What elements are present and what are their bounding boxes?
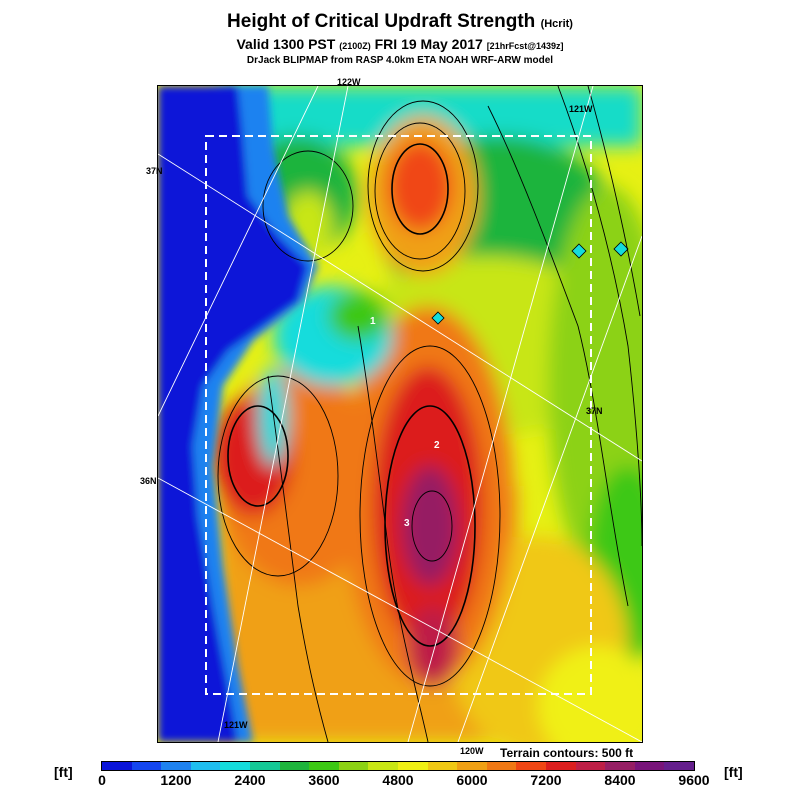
map-panel: 1 2 3 — [157, 85, 643, 743]
colorbar-tick-label: 2400 — [234, 772, 266, 788]
title-text: Height of Critical Updraft Strength — [227, 11, 536, 32]
station-marker-icon — [613, 241, 629, 257]
map-field: 1 2 3 — [158, 86, 642, 742]
colorbar-swatch — [457, 762, 487, 770]
colorbar-tick-label: 6000 — [456, 772, 488, 788]
colorbar-swatch — [486, 762, 517, 770]
lon-label-121w-bottom: 121W — [224, 720, 248, 730]
domain-box — [205, 135, 592, 695]
lon-label-120w: 120W — [460, 746, 484, 756]
colorbar-swatch — [397, 762, 428, 770]
terrain-note: Terrain contours: 500 ft — [500, 746, 634, 760]
colorbar-swatch — [427, 762, 458, 770]
colorbar-tick-label: 9600 — [678, 772, 710, 788]
lat-label-37n-right: 37N — [586, 406, 603, 416]
model-credit: DrJack BLIPMAP from RASP 4.0km ETA NOAH … — [246, 55, 554, 66]
colorbar-swatch — [220, 762, 250, 770]
colorbar — [101, 761, 695, 771]
valid-date: FRI 19 May 2017 — [374, 36, 483, 52]
colorbar-swatch — [338, 762, 369, 770]
colorbar-tick-label: 1200 — [160, 772, 192, 788]
valid-text: Valid 1300 PST — [236, 36, 336, 52]
site-label-3: 3 — [404, 518, 410, 529]
lon-label-121w-top: 121W — [569, 104, 593, 114]
lat-label-36n: 36N — [140, 476, 157, 486]
colorbar-tick-label: 8400 — [604, 772, 636, 788]
colorbar-tick-label: 4800 — [382, 772, 414, 788]
colorbar-tick-label: 7200 — [530, 772, 562, 788]
colorbar-swatch — [279, 762, 310, 770]
colorbar-swatch — [309, 762, 339, 770]
ocean — [158, 86, 318, 742]
site-label-2: 2 — [434, 440, 440, 451]
colorbar-swatch — [545, 762, 576, 770]
colorbar-swatch — [131, 762, 162, 770]
station-marker-icon — [431, 311, 445, 325]
unit-right: [ft] — [724, 764, 743, 780]
colorbar-tick-label: 0 — [98, 772, 106, 788]
colorbar-swatch — [516, 762, 546, 770]
valid-time: Valid 1300 PST (2100Z) FRI 19 May 2017 [… — [0, 36, 800, 54]
title-tag: (Hcrit) — [540, 18, 573, 30]
chart-title: Height of Critical Updraft Strength (Hcr… — [0, 12, 800, 34]
colorbar-swatch — [249, 762, 280, 770]
colorbar-swatch — [634, 762, 665, 770]
colorbar-swatch — [102, 762, 132, 770]
lat-label-37n-left: 37N — [146, 166, 163, 176]
graticule — [158, 86, 642, 742]
colorbar-swatch — [605, 762, 635, 770]
unit-left: [ft] — [54, 764, 73, 780]
colorbar-tick-label: 3600 — [308, 772, 340, 788]
colorbar-swatch — [368, 762, 398, 770]
lon-label-122w: 122W — [337, 77, 361, 87]
colorbar-swatch — [190, 762, 221, 770]
colorbar-swatch — [664, 762, 694, 770]
valid-utc: (2100Z) — [339, 41, 371, 51]
station-marker-icon — [571, 243, 587, 259]
forecast-tag: [21hrFcst@1439z] — [486, 41, 564, 51]
terrain-contours — [217, 86, 642, 742]
site-label-1: 1 — [370, 316, 376, 327]
colorbar-swatch — [575, 762, 606, 770]
colorbar-swatch — [161, 762, 191, 770]
